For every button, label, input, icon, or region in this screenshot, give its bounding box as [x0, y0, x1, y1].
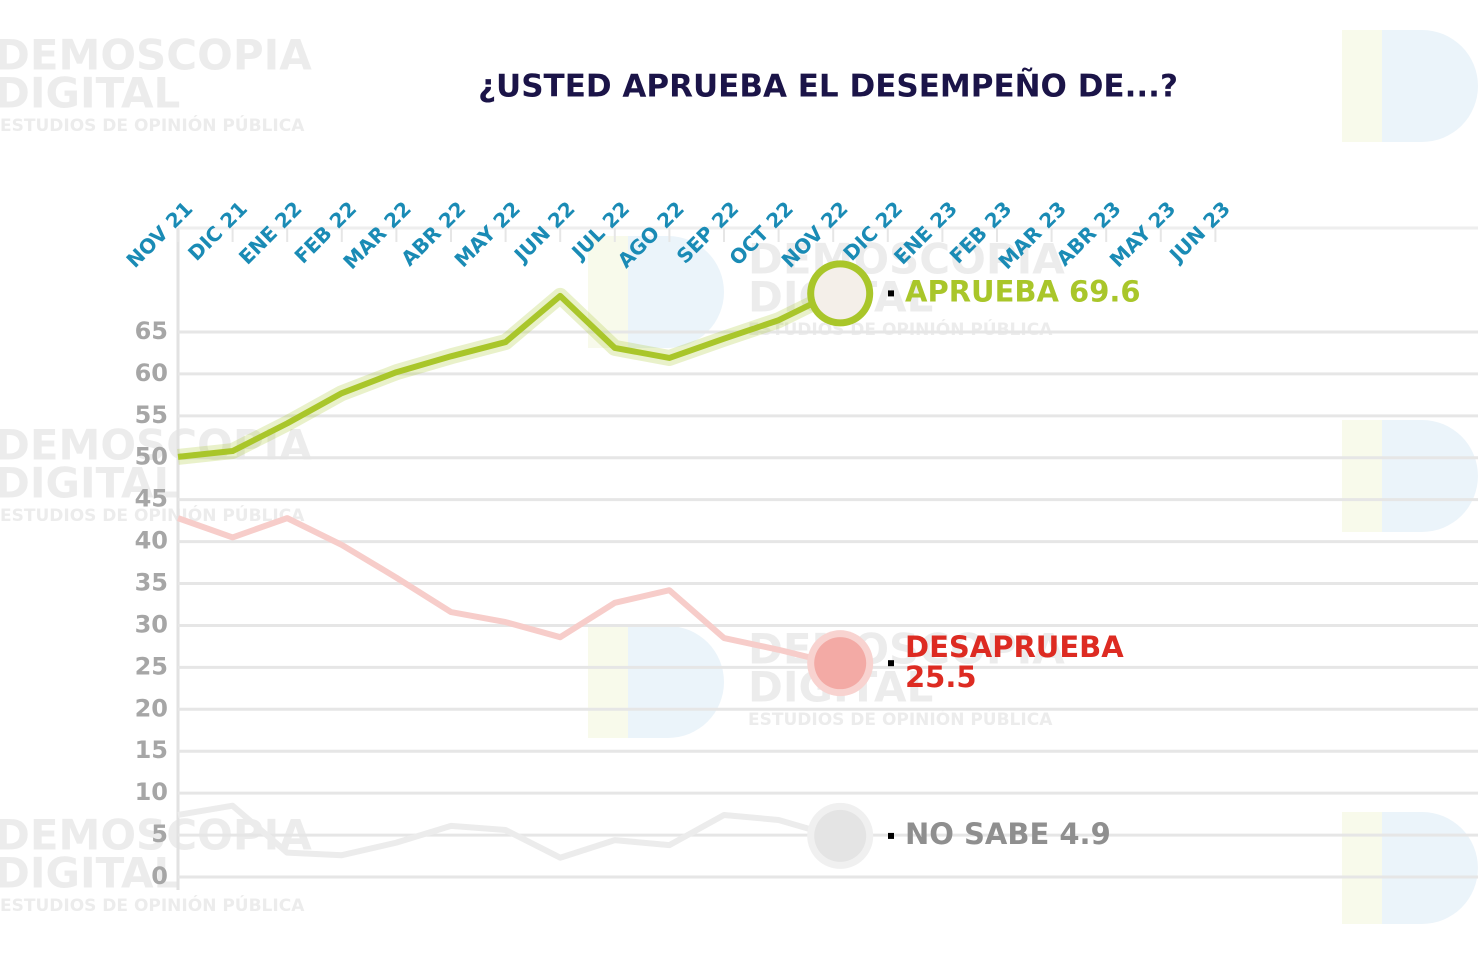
series-label: APRUEBA 69.6	[905, 274, 1141, 308]
end-icon-inner	[814, 637, 867, 690]
series-label: DESAPRUEBA	[905, 630, 1124, 664]
logo-marks	[588, 30, 1478, 924]
y-tick-label: 30	[135, 610, 168, 638]
y-tick-label: 25	[135, 652, 168, 680]
y-tick-label: 65	[135, 317, 168, 345]
series-label: NO SABE 4.9	[905, 817, 1111, 851]
y-tick-label: 55	[135, 401, 168, 429]
watermark-text: ESTUDIOS DE OPINIÓN PÚBLICA	[0, 114, 305, 136]
watermark-text: ESTUDIOS DE OPINIÓN PÚBLICA	[0, 504, 305, 526]
end-icon-inner	[814, 267, 867, 320]
chart-title: ¿USTED APRUEBA EL DESEMPEÑO DE...?	[478, 68, 1178, 105]
value-label: 4.9	[1059, 817, 1110, 851]
value-label: 25.5	[905, 660, 977, 694]
watermark-text: ESTUDIOS DE OPINIÓN PÚBLICA	[748, 708, 1053, 730]
end-marker	[888, 660, 894, 667]
series-line	[177, 290, 835, 460]
series-line	[177, 802, 835, 861]
y-tick-label: 50	[135, 443, 168, 471]
value-label: 69.6	[1069, 274, 1141, 308]
y-tick-label: 60	[135, 359, 168, 387]
series-name: APRUEBA	[905, 274, 1059, 308]
series-line	[177, 515, 834, 667]
end-marker	[888, 832, 894, 839]
watermark-text: DIGITAL	[0, 459, 180, 508]
end-marker	[888, 290, 894, 297]
y-tick-label: 0	[151, 862, 168, 890]
y-tick-label: 20	[135, 694, 168, 722]
y-tick-label: 45	[135, 485, 168, 513]
watermark-text: DEMOSCOPIA	[748, 235, 1065, 284]
watermark-text: DIGITAL	[0, 69, 180, 118]
y-tick-label: 15	[135, 736, 168, 764]
x-tick-label: NOV 21	[121, 196, 197, 272]
watermark-text: DEMOSCOPIA	[748, 625, 1065, 674]
watermarks: DEMOSCOPIA DIGITAL ESTUDIOS DE OPINIÓN P…	[0, 30, 1478, 924]
watermark-text: DIGITAL	[0, 849, 180, 898]
y-tick-label: 5	[151, 820, 168, 848]
y-tick-label: 10	[135, 778, 168, 806]
watermark-text: DEMOSCOPIA	[0, 31, 312, 80]
end-icon-inner	[814, 809, 867, 862]
watermark-text: ESTUDIOS DE OPINIÓN PÚBLICA	[748, 318, 1053, 340]
watermark: DEMOSCOPIA DIGITAL ESTUDIOS DE OPINIÓN P…	[0, 31, 312, 137]
y-tick-label: 40	[135, 527, 168, 555]
y-tick-label: 35	[135, 569, 168, 597]
watermark-text: ESTUDIOS DE OPINIÓN PÚBLICA	[0, 894, 305, 916]
watermark-text: DEMOSCOPIA	[0, 421, 312, 470]
series-name: NO SABE	[905, 817, 1049, 851]
watermark: DEMOSCOPIA DIGITAL ESTUDIOS DE OPINIÓN P…	[0, 421, 312, 527]
